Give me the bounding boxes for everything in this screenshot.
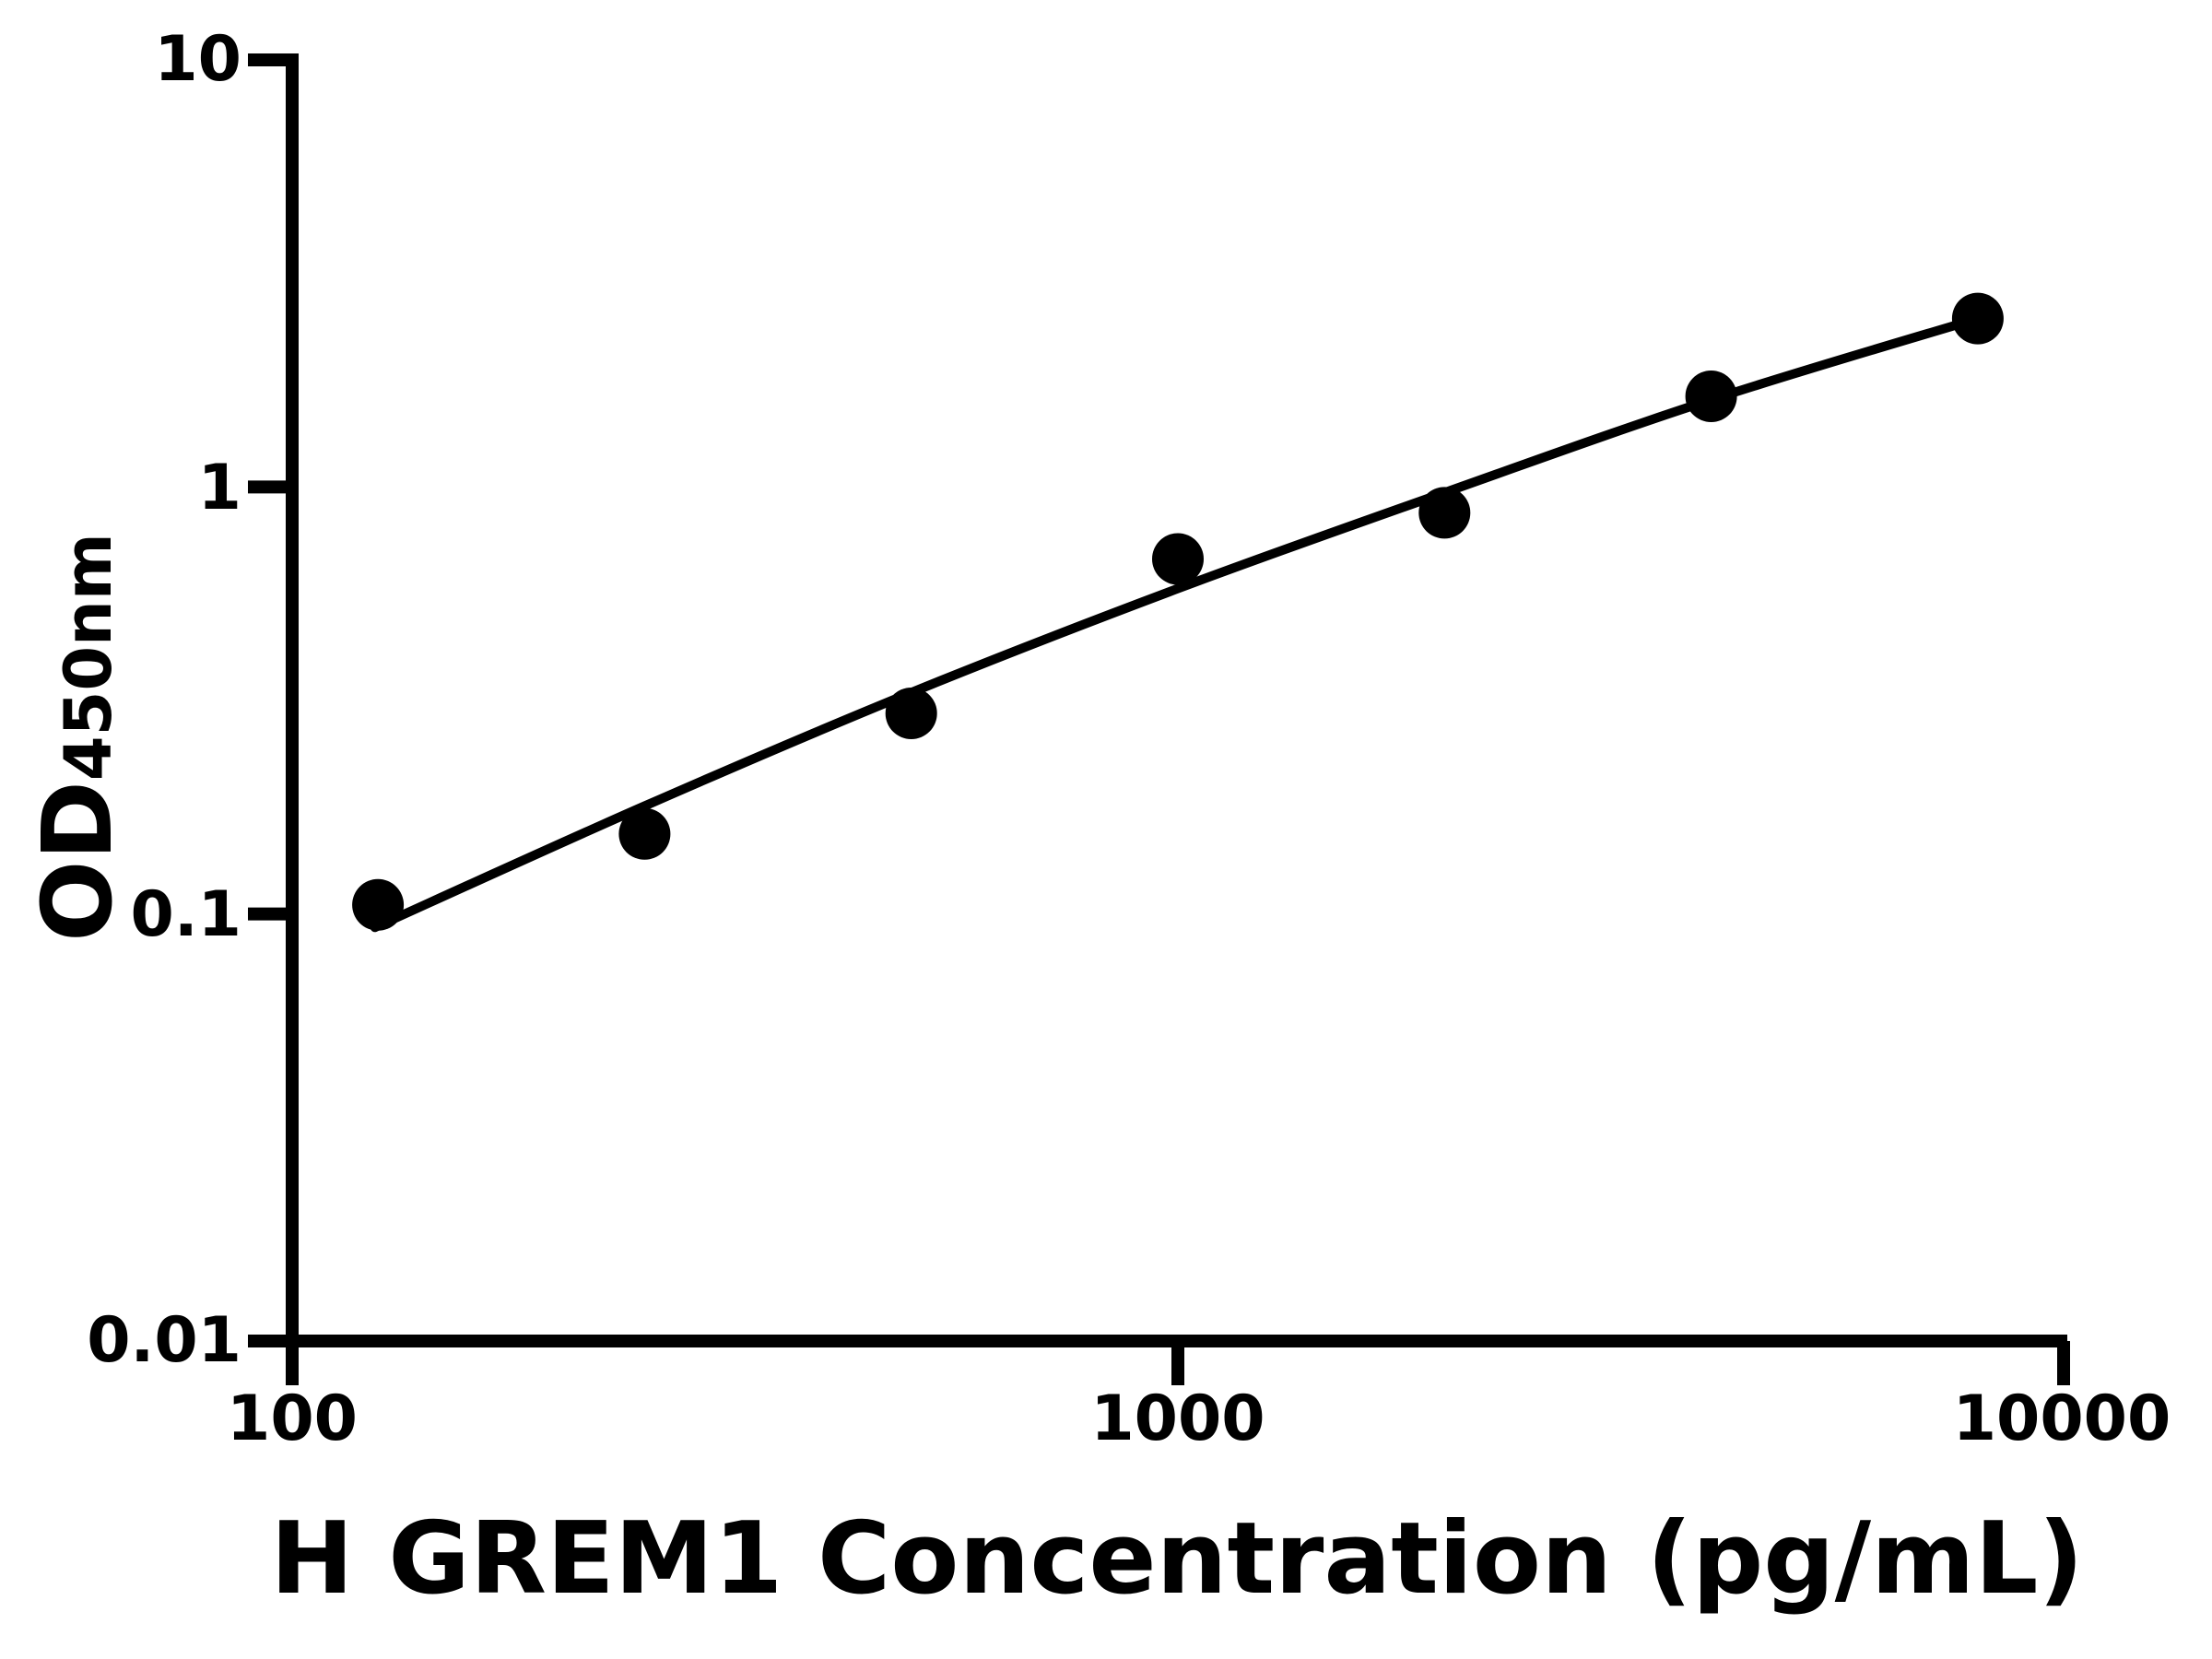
standard-curve-fit-line <box>370 313 1983 933</box>
x-axis-title: H GREM1 Concentration (pg/mL) <box>270 1501 2084 1617</box>
data-point-marker <box>1418 487 1471 539</box>
data-point-marker <box>352 878 405 931</box>
data-point-marker <box>1152 533 1204 585</box>
y-axis-title: OD450nm <box>21 533 134 942</box>
data-point-marker <box>885 688 937 739</box>
x-tick-label-100: 100 <box>227 1382 358 1455</box>
x-tick-label-1000: 1000 <box>1090 1382 1265 1455</box>
data-point-marker <box>1685 371 1737 422</box>
data-point-marker <box>1951 292 2004 345</box>
data-point-marker <box>618 807 671 860</box>
x-tick-label-10000: 10000 <box>1952 1382 2171 1455</box>
y-axis-title-main: OD <box>21 781 134 942</box>
y-tick-label-10: 10 <box>154 23 241 96</box>
y-tick-label-0.01: 0.01 <box>87 1304 241 1377</box>
y-axis-title-subscript: 450nm <box>51 533 126 782</box>
y-tick-label-0.1: 0.1 <box>130 878 241 951</box>
y-tick-label-1: 1 <box>197 452 241 524</box>
